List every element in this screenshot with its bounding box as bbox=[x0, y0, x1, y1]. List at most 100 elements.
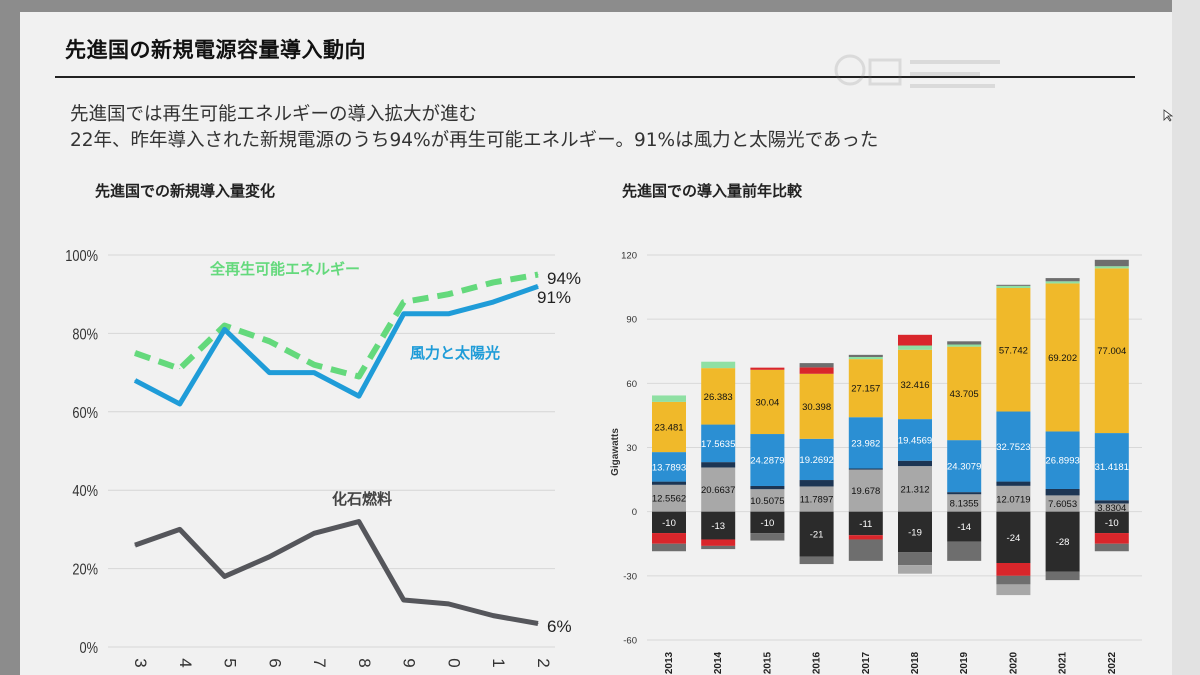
bar-segment-nuclear bbox=[799, 363, 834, 368]
bar-segment-gas bbox=[996, 485, 1031, 512]
bar-segment-oil bbox=[799, 367, 834, 374]
y-tick-label: 30 bbox=[626, 443, 637, 454]
data-label-solar: 57.742 bbox=[999, 345, 1028, 356]
bar-segment-wind bbox=[652, 452, 686, 482]
bar-segment-gas bbox=[1094, 503, 1129, 512]
x-tick-label: 2021 bbox=[1058, 651, 1069, 674]
bar-segment-gas bbox=[701, 467, 736, 512]
mouse-cursor-icon bbox=[1163, 109, 1174, 122]
bar-segment-other bbox=[947, 344, 982, 347]
data-point bbox=[403, 599, 405, 601]
watermark-logo bbox=[834, 54, 1000, 88]
bar-segment-wind bbox=[799, 438, 834, 481]
data-point bbox=[403, 313, 405, 315]
data-point bbox=[179, 368, 181, 370]
y-tick-label: -30 bbox=[623, 571, 637, 582]
y-tick-label: 80% bbox=[72, 326, 98, 344]
bar-segment-gas bbox=[898, 466, 932, 512]
bar-segment-hydro bbox=[750, 485, 785, 490]
bar-segment-neg-nuclear bbox=[750, 533, 785, 541]
data-point bbox=[134, 352, 136, 354]
data-label-coal: -28 bbox=[1056, 537, 1070, 548]
x-tick-label: 2020 bbox=[1008, 651, 1019, 674]
title-divider bbox=[55, 76, 1135, 78]
bar-segment-other bbox=[848, 356, 883, 360]
bar-segment-gas bbox=[652, 484, 686, 512]
bar-segment-nuclear bbox=[1094, 259, 1129, 267]
subtitle-line-2: 22年、昨年導入された新規電源のうち94%が再生可能エネルギー。91%は風力と太… bbox=[70, 130, 879, 151]
data-label-gas: 3.8304 bbox=[1097, 503, 1126, 514]
bar-segment-other bbox=[898, 345, 932, 350]
data-point bbox=[447, 603, 449, 605]
bar-segment-neg-coal bbox=[898, 511, 932, 553]
bar-segment-nuclear bbox=[996, 284, 1031, 286]
bar-segment-neg-nuclear bbox=[701, 545, 736, 550]
y-tick-label: 120 bbox=[621, 251, 637, 262]
data-point bbox=[179, 528, 181, 530]
data-label-gas: 12.0719 bbox=[996, 494, 1030, 505]
bar-segment-wind bbox=[848, 417, 883, 469]
data-point bbox=[313, 532, 315, 534]
x-tick-label: 2013 bbox=[664, 651, 675, 674]
y-axis-label: Gigawatts bbox=[610, 428, 621, 476]
x-tick-label: 2016 bbox=[812, 651, 823, 674]
subtitle-line-1: 先進国では再生可能エネルギーの導入拡大が進む bbox=[70, 104, 478, 125]
data-point bbox=[403, 301, 405, 303]
bar-segment-neg-nuclear bbox=[799, 556, 834, 565]
window-edge bbox=[1172, 0, 1200, 675]
bar-segment-other bbox=[1045, 281, 1080, 284]
bar-segment-gas bbox=[1045, 495, 1080, 512]
bar-segment-nuclear bbox=[848, 354, 883, 357]
bar-segment-neg-oil bbox=[701, 539, 736, 546]
x-tick-label: 2017 bbox=[861, 651, 872, 674]
data-point bbox=[134, 544, 136, 546]
data-point bbox=[224, 325, 226, 327]
bar-segment-hydro bbox=[701, 462, 736, 468]
bar-segment-hydro bbox=[898, 460, 932, 467]
data-point bbox=[358, 395, 360, 397]
data-point bbox=[537, 622, 539, 624]
data-label-coal: -19 bbox=[908, 527, 922, 538]
bar-segment-wind bbox=[750, 434, 785, 486]
y-tick-label: 20% bbox=[72, 561, 98, 579]
y-tick-label: 90 bbox=[626, 315, 637, 326]
bar-segment-gas bbox=[750, 489, 785, 512]
bar-segment-neg-nuclear bbox=[652, 543, 686, 552]
bar-segment-wind bbox=[1045, 431, 1080, 489]
data-point bbox=[134, 379, 136, 381]
x-tick-label: 2022 bbox=[1107, 651, 1118, 674]
data-label-solar: 27.157 bbox=[851, 384, 880, 395]
x-tick-label: 8 bbox=[355, 658, 374, 667]
data-label-gas: 20.6637 bbox=[701, 485, 735, 496]
x-tick-label: 2019 bbox=[959, 651, 970, 674]
bar-segment-gas bbox=[799, 486, 834, 512]
bar-segment-neg-oil bbox=[1094, 533, 1129, 544]
data-point bbox=[492, 301, 494, 303]
data-point bbox=[179, 403, 181, 405]
series-line-1 bbox=[133, 284, 539, 407]
data-point bbox=[447, 293, 449, 295]
bar-segment-wind bbox=[947, 440, 982, 493]
bar-segment-neg-nuclear bbox=[1045, 571, 1080, 581]
y-tick-label: 60 bbox=[626, 379, 637, 390]
data-point bbox=[224, 328, 226, 330]
stacked-bar-chart: 120 90 60 30 0 -30 -60 Gigawatts 12.5562 13.7893 2… bbox=[610, 251, 1142, 674]
bar-segment-other bbox=[701, 361, 736, 369]
bar-segment-neg-nuclear bbox=[996, 575, 1031, 585]
bar-segment-other bbox=[996, 285, 1031, 289]
data-label-gas: 11.7897 bbox=[800, 495, 834, 506]
line-chart: 100% 80% 60% 40% 20% 0% 3 4 5 6 7 8 9 0 1 2 全再生可能エネルギー風力… bbox=[65, 248, 581, 668]
data-point bbox=[492, 615, 494, 617]
data-label-wind: 24.2879 bbox=[750, 456, 784, 467]
data-label-coal: -10 bbox=[662, 518, 676, 529]
bar-segment-neg-coal bbox=[996, 511, 1031, 563]
bar-segment-neg-nuclear bbox=[848, 539, 883, 561]
series-label-fossil: 化石燃料 bbox=[332, 490, 392, 508]
data-label-wind: 13.7893 bbox=[652, 462, 686, 473]
bar-segment-solar bbox=[1045, 283, 1080, 432]
bar-segment-neg-coal bbox=[947, 511, 982, 542]
bar-segment-hydro bbox=[996, 481, 1031, 486]
bar-segment-neg-coal bbox=[701, 511, 736, 540]
left-chart-title: 先進国での新規導入量変化 bbox=[95, 182, 276, 200]
data-label-gas: 21.312 bbox=[900, 484, 929, 495]
